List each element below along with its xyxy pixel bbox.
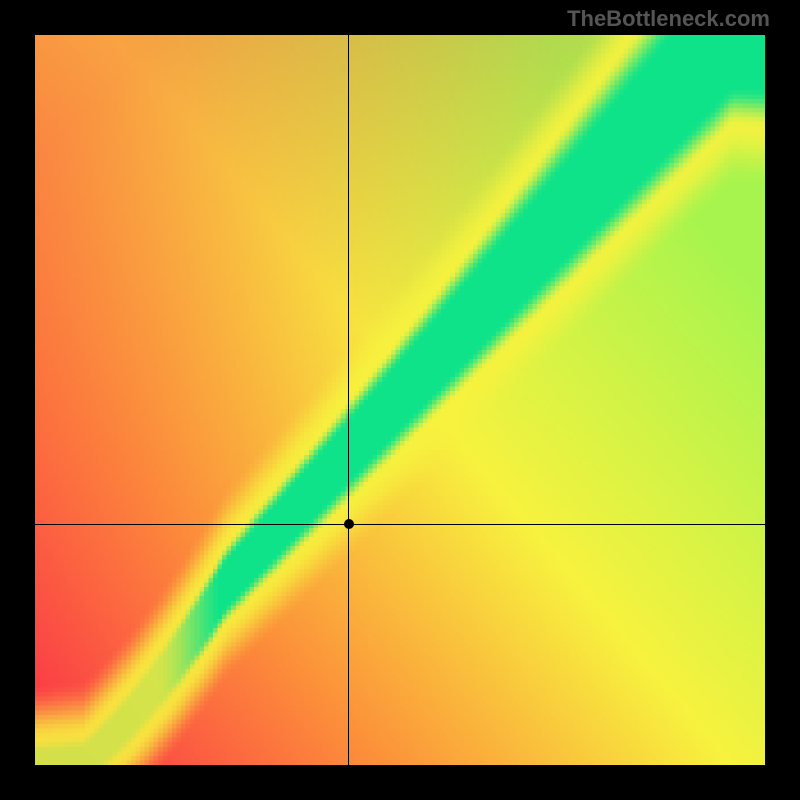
plot-area [35,35,765,765]
heatmap-canvas [35,35,765,765]
operating-point-marker [344,519,354,529]
watermark-text: TheBottleneck.com [567,6,770,32]
chart-container: TheBottleneck.com [0,0,800,800]
crosshair-horizontal [35,524,765,525]
crosshair-vertical [348,35,349,765]
